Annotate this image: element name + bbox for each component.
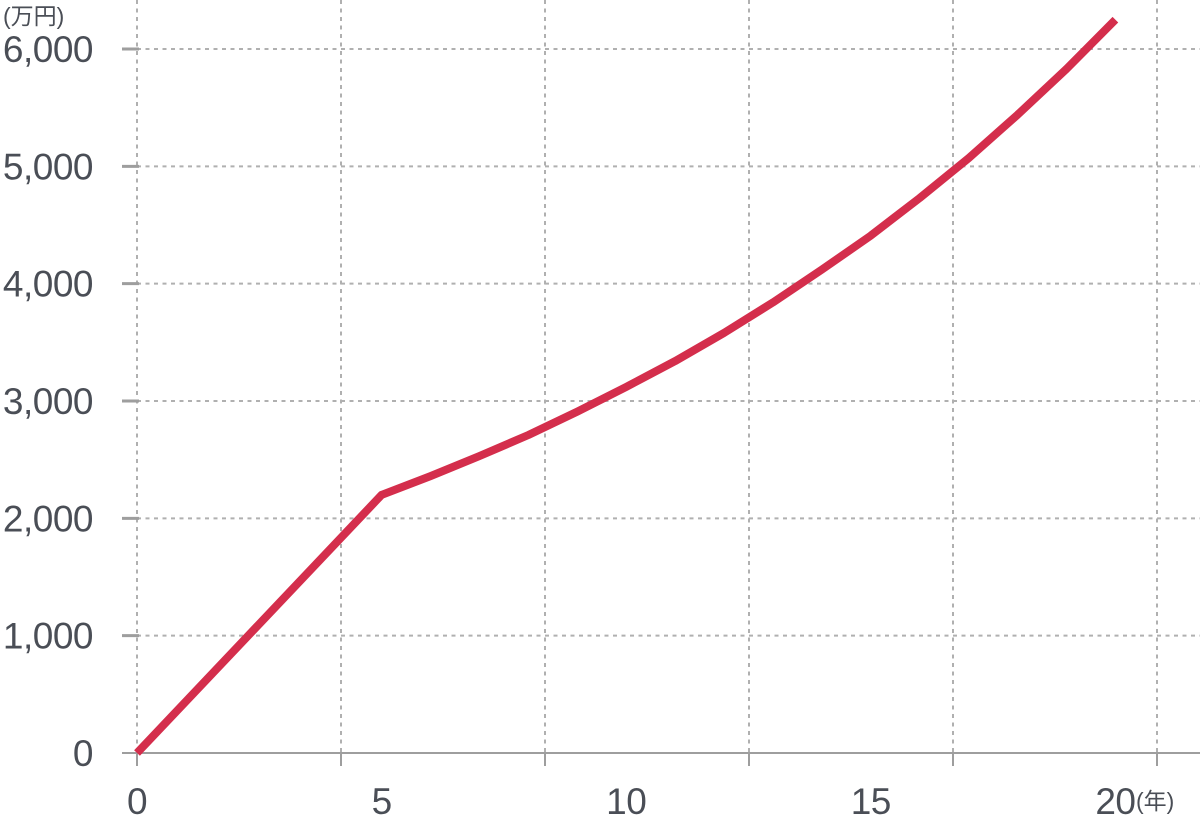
- x-tick-label: 0: [127, 781, 147, 817]
- y-tick-label: 0: [73, 733, 93, 774]
- x-tick-label: 10: [606, 781, 646, 817]
- x-axis-unit-label: (年): [1136, 788, 1175, 814]
- x-tick-label: 15: [851, 781, 891, 817]
- x-tick-label: 5: [372, 781, 392, 817]
- x-tick-label: 20: [1095, 781, 1135, 817]
- y-tick-label: 2,000: [3, 498, 93, 539]
- y-axis-unit-label: (万円): [3, 3, 65, 29]
- asset-growth-line: [134, 16, 1119, 756]
- y-tick-label: 3,000: [3, 381, 93, 422]
- y-tick-label: 6,000: [3, 29, 93, 70]
- y-tick-label: 1,000: [3, 616, 93, 657]
- y-tick-label: 4,000: [3, 264, 93, 305]
- y-tick-label: 5,000: [3, 146, 93, 187]
